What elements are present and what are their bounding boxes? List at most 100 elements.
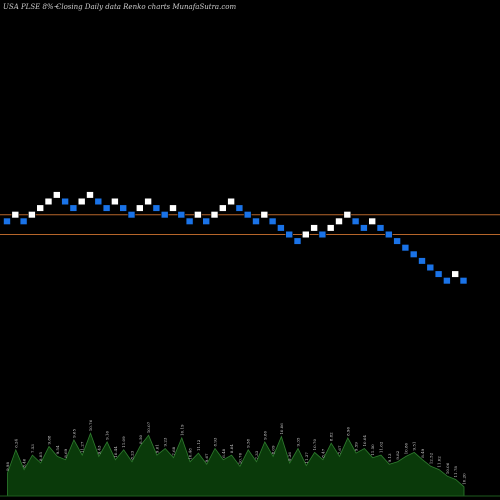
tick-label: 8.23 xyxy=(130,450,135,459)
renko-brick-down xyxy=(177,211,186,219)
tick-label: 9.43 xyxy=(96,445,101,454)
renko-brick-down xyxy=(243,211,252,219)
renko-brick-down xyxy=(152,204,161,212)
renko-brick-up xyxy=(326,224,335,232)
tick-label: 10.06 xyxy=(445,462,450,474)
renko-brick-down xyxy=(351,217,360,225)
tick-label: 11.62 xyxy=(379,441,384,453)
renko-brick-down xyxy=(360,224,368,232)
volume-area xyxy=(0,432,500,497)
renko-brick-down xyxy=(434,270,443,278)
tick-label: 9.23 xyxy=(163,437,168,446)
renko-brick-up xyxy=(136,204,144,212)
tick-label: 9.98 xyxy=(5,462,10,471)
renko-brick-up xyxy=(28,211,36,219)
renko-brick-down xyxy=(409,250,418,258)
tick-label: 12.52 xyxy=(428,452,433,464)
renko-brick-down xyxy=(61,197,69,206)
renko-brick-down xyxy=(393,237,401,245)
tick-label: 9.36 xyxy=(287,452,292,461)
tick-label: 10.07 xyxy=(146,421,151,433)
renko-brick-down xyxy=(285,230,294,239)
renko-brick-down xyxy=(277,224,285,232)
tick-label: 8.50 xyxy=(138,434,143,443)
tick-label: 7.67 xyxy=(337,445,342,454)
tick-label: 9.88 xyxy=(47,435,52,444)
renko-brick-up xyxy=(11,211,20,219)
renko-brick-up xyxy=(310,224,318,232)
tick-labels: 9.98 6.24 8.467.538.05 9.889.54 8.69 9.65 11.2… xyxy=(5,419,467,484)
tick-label: 9.16 xyxy=(105,431,110,440)
tick-label: 11.02 xyxy=(437,456,442,468)
tick-label: 9.86 xyxy=(262,431,267,440)
tick-label: 10.06 xyxy=(279,423,284,435)
tick-label: 8.69 xyxy=(63,448,68,457)
renko-brick-up xyxy=(111,197,119,206)
tick-label: 11.78 xyxy=(453,466,458,478)
tick-label: 7.53 xyxy=(30,444,35,453)
tick-label: 11.12 xyxy=(196,439,201,451)
renko-brick-down xyxy=(19,217,28,225)
renko-brick-down xyxy=(268,217,277,225)
renko-brick-down xyxy=(459,277,468,285)
renko-brick-down xyxy=(293,237,302,245)
renko-brick-up xyxy=(451,270,460,278)
renko-brick-down xyxy=(252,217,260,225)
tick-label: 9.65 xyxy=(71,429,76,438)
tick-label: 9.13 xyxy=(387,453,392,462)
renko-brick-down xyxy=(127,211,136,219)
tick-label: 11.27 xyxy=(80,441,85,453)
tick-label: 10.20 xyxy=(462,473,467,485)
volume-area-path xyxy=(7,432,465,497)
renko-brick-up xyxy=(368,217,377,225)
tick-label: 11.09 xyxy=(121,436,126,448)
tick-label: 8.93 xyxy=(213,437,218,446)
renko-brick-up xyxy=(335,217,343,225)
renko-brick-down xyxy=(185,217,194,225)
tick-label: 10.04 xyxy=(362,435,367,447)
renko-brick-up xyxy=(260,211,269,219)
tick-label: 10.76 xyxy=(88,419,93,431)
renko-brick-down xyxy=(94,197,103,206)
tick-label: 10.86 xyxy=(403,442,408,454)
tick-label: 9.67 xyxy=(204,453,209,462)
tick-label: 8.05 xyxy=(38,452,43,461)
chart-symbol: USA PLSE 8%~ xyxy=(3,3,60,11)
renko-brick-up xyxy=(36,204,45,212)
renko-brick-down xyxy=(119,204,127,212)
tick-label: 9.51 xyxy=(412,442,417,451)
tick-label: 6.48 xyxy=(221,448,226,457)
renko-brick-up xyxy=(210,211,219,219)
tick-label: 7.33 xyxy=(254,450,259,459)
tick-label: 9.54 xyxy=(55,445,60,454)
tick-label: 10.44 xyxy=(113,446,118,458)
renko-brick-up xyxy=(343,211,352,219)
renko-brick-down xyxy=(160,211,169,219)
renko-brick-up xyxy=(52,191,61,199)
renko-brick-down xyxy=(202,217,210,225)
renko-brick-up xyxy=(144,197,152,206)
renko-brick-down xyxy=(384,230,393,239)
renko-brick-down xyxy=(401,244,410,252)
renko-brick-down xyxy=(426,263,435,272)
tick-label: 8.96 xyxy=(345,427,350,436)
tick-label: 8.47 xyxy=(320,448,325,457)
renko-brick-down xyxy=(102,204,111,212)
renko-brick-up xyxy=(77,197,86,206)
tick-label: 7.68 xyxy=(171,446,176,455)
renko-brick-down xyxy=(376,224,385,232)
tick-label: 9.58 xyxy=(246,438,251,447)
renko-brick-down xyxy=(69,204,78,212)
tick-label: 9.82 xyxy=(395,450,400,459)
tick-label: 10.19 xyxy=(179,424,184,436)
tick-label: 8.49 xyxy=(420,448,425,457)
tick-label: 10.76 xyxy=(237,452,242,464)
renko-bricks xyxy=(3,191,468,285)
tick-label: 10.48 xyxy=(188,448,193,460)
renko-brick-up xyxy=(219,204,227,212)
renko-brick-down xyxy=(318,230,327,239)
renko-brick-down xyxy=(3,217,11,225)
renko-brick-down xyxy=(235,204,244,212)
